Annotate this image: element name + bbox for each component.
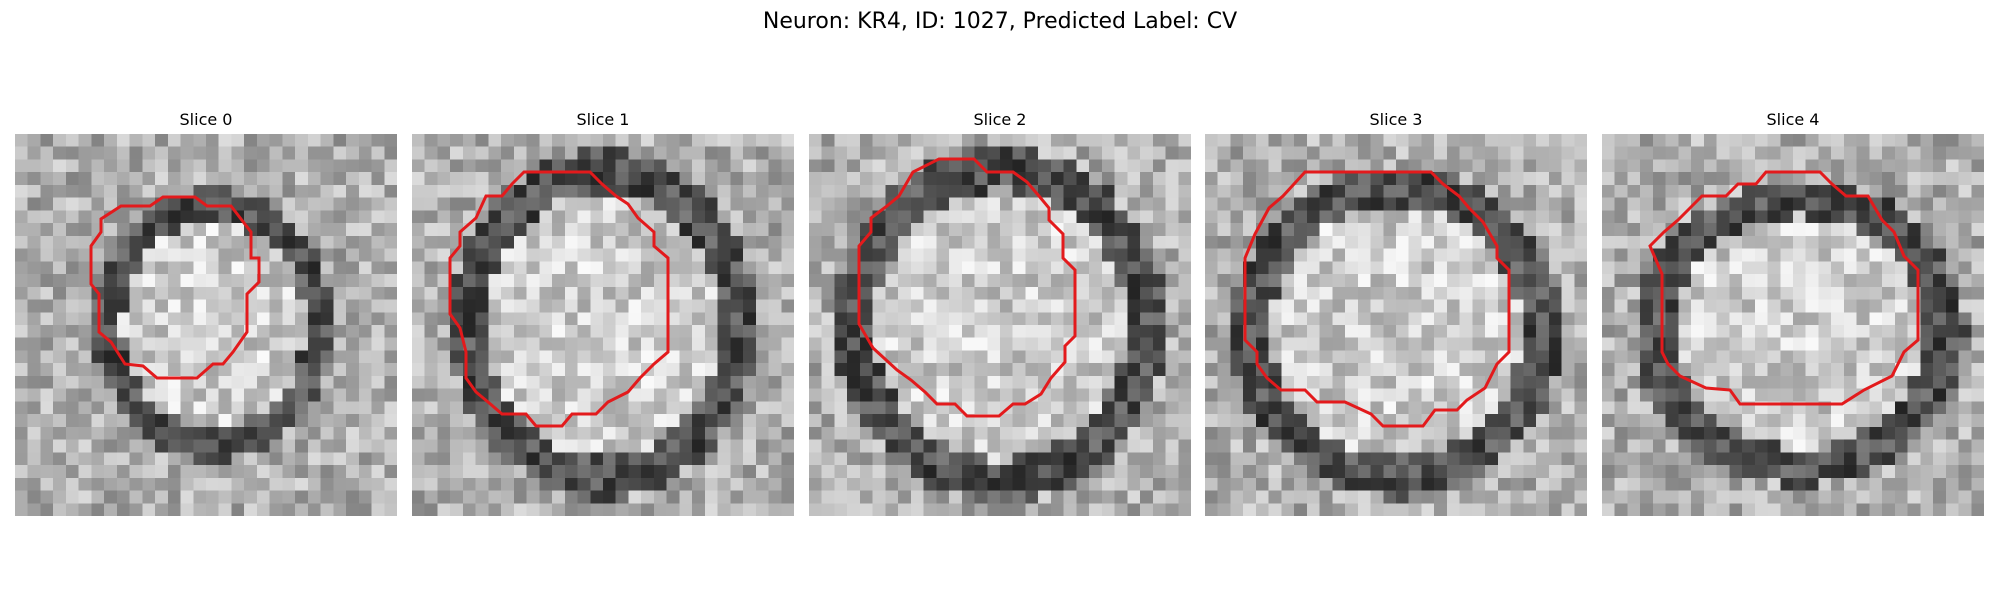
slice-panel-3: Slice 3 — [1205, 110, 1587, 516]
slice-image — [1205, 134, 1587, 516]
grayscale-microscopy-image — [412, 134, 794, 516]
slice-panel-1: Slice 1 — [412, 110, 794, 516]
slice-title: Slice 1 — [576, 110, 630, 129]
slice-image — [1602, 134, 1984, 516]
slice-title: Slice 0 — [179, 110, 233, 129]
segmentation-contour — [1243, 170, 1511, 428]
slice-title: Slice 3 — [1369, 110, 1423, 129]
slice-panel-2: Slice 2 — [809, 110, 1191, 516]
segmentation-contour — [857, 157, 1077, 418]
slice-image — [15, 134, 397, 516]
grayscale-microscopy-image — [1602, 134, 1984, 516]
slice-panel-0: Slice 0 — [15, 110, 397, 516]
slice-image — [412, 134, 794, 516]
grayscale-microscopy-image — [15, 134, 397, 516]
slice-title: Slice 4 — [1766, 110, 1820, 129]
segmentation-contour — [1648, 170, 1920, 406]
slice-panel-4: Slice 4 — [1602, 110, 1984, 516]
slice-title: Slice 2 — [973, 110, 1027, 129]
grayscale-microscopy-image — [809, 134, 1191, 516]
figure-title: Neuron: KR4, ID: 1027, Predicted Label: … — [762, 9, 1238, 34]
slice-image — [809, 134, 1191, 516]
grayscale-microscopy-image — [1205, 134, 1587, 516]
segmentation-contour — [448, 170, 670, 428]
segmentation-contour — [89, 195, 261, 380]
